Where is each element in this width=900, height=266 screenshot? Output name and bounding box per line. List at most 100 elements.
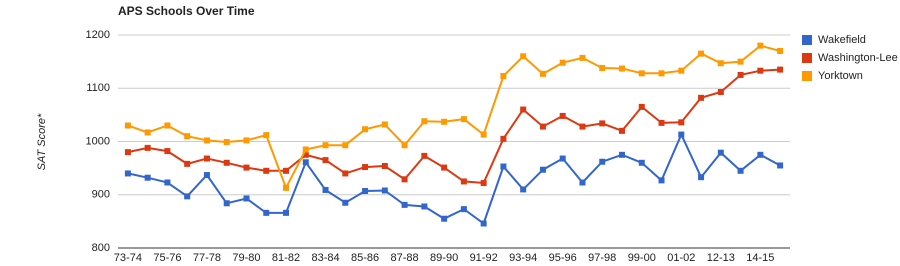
legend-swatch [802,53,812,63]
point [579,179,586,186]
point [124,149,131,156]
point [362,126,369,133]
x-tick-label: 77-78 [193,252,221,264]
point [302,151,309,158]
point [579,123,586,130]
legend-label: Yorktown [818,70,863,82]
x-tick-label: 01-02 [667,252,695,264]
y-tick-label: 1100 [86,82,110,94]
point [362,188,369,195]
point [559,155,566,162]
point [460,178,467,185]
point [737,58,744,65]
point [777,162,784,169]
x-tick-label: 87-88 [391,252,419,264]
point [520,53,527,60]
point [619,127,625,134]
point [322,157,329,164]
point [401,201,408,208]
point [164,148,171,155]
point [263,132,270,139]
point [184,193,191,200]
point [757,151,764,158]
point [144,174,151,181]
point [520,186,527,193]
point [263,209,270,216]
point [441,118,448,125]
point [717,149,724,156]
point [678,67,685,74]
point [421,118,428,125]
point [460,116,467,123]
point [638,159,645,166]
x-tick-label: 73-74 [114,252,142,264]
legend-swatch [802,35,812,45]
point [599,120,606,127]
legend-label: Wakefield [818,34,866,46]
point [559,112,566,119]
point [638,103,645,110]
chart-title: APS Schools Over Time [118,4,255,18]
point [698,50,705,57]
point [243,164,250,171]
series-line [127,44,781,191]
point [441,215,448,222]
point [401,142,408,149]
point [441,164,448,171]
x-tick-label: 75-76 [153,252,181,264]
point [539,166,546,173]
point [342,170,349,177]
point [678,131,685,138]
y-axis-title: SAT Score* [36,113,48,170]
point [500,163,507,170]
point [203,137,210,144]
point [283,184,289,191]
point [539,123,546,130]
y-tick-label: 900 [92,189,110,201]
point [243,137,250,144]
point [619,151,625,158]
point [421,152,428,159]
point [223,159,230,166]
x-tick-label: 85-86 [351,252,379,264]
x-tick-label: 97-98 [588,252,616,264]
point [480,220,487,227]
x-tick-label: 14-15 [746,252,774,264]
point [401,176,408,183]
point [737,167,744,174]
point [381,121,388,128]
point [322,142,329,149]
point [203,172,210,179]
point [520,106,527,113]
point [243,195,250,202]
point [737,71,744,78]
point [698,94,705,101]
point [223,139,230,146]
series-line [127,68,781,185]
point [164,122,171,129]
point [283,167,289,174]
point [717,88,724,95]
point [283,209,289,216]
point [302,146,309,153]
point [480,131,487,138]
point [698,174,705,181]
legend-swatch [802,71,812,81]
point [777,66,784,73]
x-tick-label: 83-84 [311,252,339,264]
x-tick-label: 89-90 [430,252,458,264]
x-tick-label: 81-82 [272,252,300,264]
point [579,54,586,61]
point [678,119,685,126]
y-tick-label: 800 [92,242,110,254]
y-tick-label: 1000 [86,135,110,147]
point [184,160,191,167]
point [619,65,625,72]
point [223,200,230,207]
point [342,199,349,206]
point [184,133,191,140]
point [460,206,467,213]
y-tick-label: 1200 [86,29,110,41]
